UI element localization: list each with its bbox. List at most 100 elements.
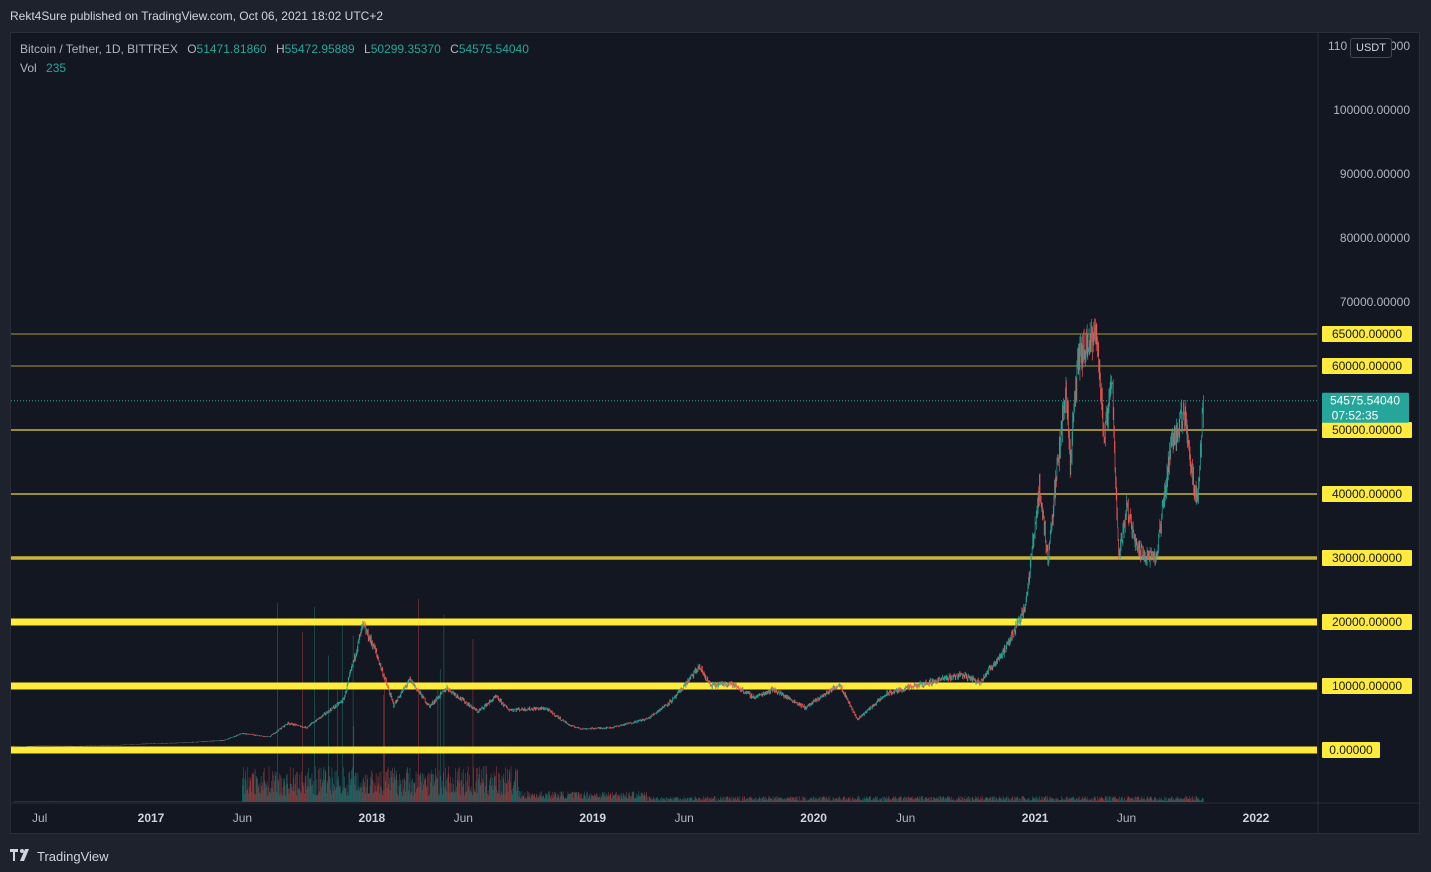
volume-bar [85, 801, 87, 802]
volume-bar [823, 796, 825, 802]
volume-bar [1140, 797, 1142, 802]
volume-bar [976, 797, 978, 802]
volume-bar [329, 778, 331, 802]
time-tick-label: 2021 [1022, 811, 1049, 825]
volume-bar [1170, 796, 1172, 802]
volume-bar [193, 801, 195, 802]
volume-bar [927, 798, 929, 802]
volume-bar [292, 790, 293, 802]
volume-bar [101, 801, 103, 802]
volume-bar [259, 792, 260, 802]
volume-bar [685, 798, 686, 802]
volume-bar [645, 797, 646, 802]
volume-bar [766, 799, 768, 802]
volume-bar [890, 799, 891, 802]
volume-bar [313, 780, 315, 802]
volume-bar [873, 797, 874, 802]
volume-bar [527, 796, 529, 802]
volume-bar [1184, 797, 1185, 802]
volume-bar [216, 801, 217, 802]
volume-bar [1133, 800, 1135, 802]
volume-bar [373, 782, 375, 802]
volume-bar [1152, 799, 1154, 802]
volume-bar [627, 797, 629, 802]
volume-bar [236, 801, 237, 802]
volume-bar [516, 770, 518, 802]
volume-bar [749, 796, 750, 802]
volume-bar [177, 801, 178, 802]
chart-pane[interactable] [10, 32, 1420, 834]
volume-bar [896, 800, 898, 802]
volume-bar [997, 800, 998, 802]
volume-bar [450, 776, 451, 802]
volume-bar [853, 800, 854, 802]
volume-bar [806, 800, 807, 802]
volume-bar [626, 798, 628, 802]
volume-bar [133, 801, 135, 802]
volume-bar [988, 797, 990, 802]
volume-bar [580, 793, 582, 802]
volume-bar [922, 798, 924, 802]
volume-bar [814, 797, 816, 802]
volume-bar [755, 797, 756, 802]
symbol-title[interactable]: Bitcoin / Tether, 1D, BITTREX [20, 42, 178, 56]
volume-bar [444, 786, 445, 802]
volume-bar [780, 797, 781, 802]
volume-bar [19, 801, 21, 802]
volume-bar [742, 796, 744, 802]
volume-bar [365, 793, 367, 802]
volume-bar [441, 781, 443, 802]
volume-bar [966, 798, 968, 802]
volume-bar [1037, 798, 1038, 802]
volume-bar [697, 800, 698, 802]
volume-bar [903, 797, 905, 802]
volume-bar [337, 690, 338, 802]
volume-bar [1040, 799, 1041, 802]
volume-bar [633, 791, 634, 802]
volume-bar [250, 777, 252, 802]
volume-bar [784, 798, 786, 802]
volume-bar [158, 801, 160, 802]
volume-bar [208, 801, 209, 802]
volume-bar [923, 800, 925, 802]
level-price-tag [1322, 486, 1412, 502]
volume-bar [160, 801, 161, 802]
volume-bar [1146, 798, 1147, 802]
volume-bar [781, 797, 782, 802]
currency-badge[interactable]: USDT [1350, 38, 1392, 58]
volume-bar [769, 796, 770, 802]
volume-bar [1108, 796, 1110, 802]
volume-label[interactable]: Vol [20, 61, 37, 75]
volume-bar [492, 777, 493, 802]
volume-bar [811, 798, 813, 802]
volume-bar [1152, 800, 1153, 802]
volume-bar [511, 794, 513, 802]
publish-header: Rekt4Sure published on TradingView.com, … [0, 0, 1431, 32]
volume-bar [1171, 796, 1173, 802]
volume-bar [458, 782, 460, 802]
volume-bar [73, 801, 75, 802]
volume-bar [242, 778, 243, 802]
volume-bar [390, 770, 391, 802]
volume-bar [266, 784, 267, 802]
tradingview-footer[interactable]: TradingView [10, 849, 109, 864]
volume-bar [888, 796, 889, 802]
volume-bar [655, 797, 657, 802]
volume-bar [364, 782, 365, 802]
volume-bar [618, 794, 620, 802]
volume-bar [524, 792, 526, 802]
volume-bar [465, 773, 466, 802]
volume-bar [994, 800, 996, 802]
volume-bar [558, 796, 560, 802]
volume-bar [607, 797, 609, 802]
volume-bar [990, 797, 991, 802]
volume-bar [802, 800, 804, 802]
volume-bar [53, 801, 54, 802]
volume-bar [488, 795, 489, 802]
volume-bar [949, 796, 951, 802]
volume-bar [393, 767, 395, 802]
volume-bar [1059, 800, 1060, 802]
volume-bar [712, 798, 713, 802]
volume-bar [762, 798, 764, 802]
